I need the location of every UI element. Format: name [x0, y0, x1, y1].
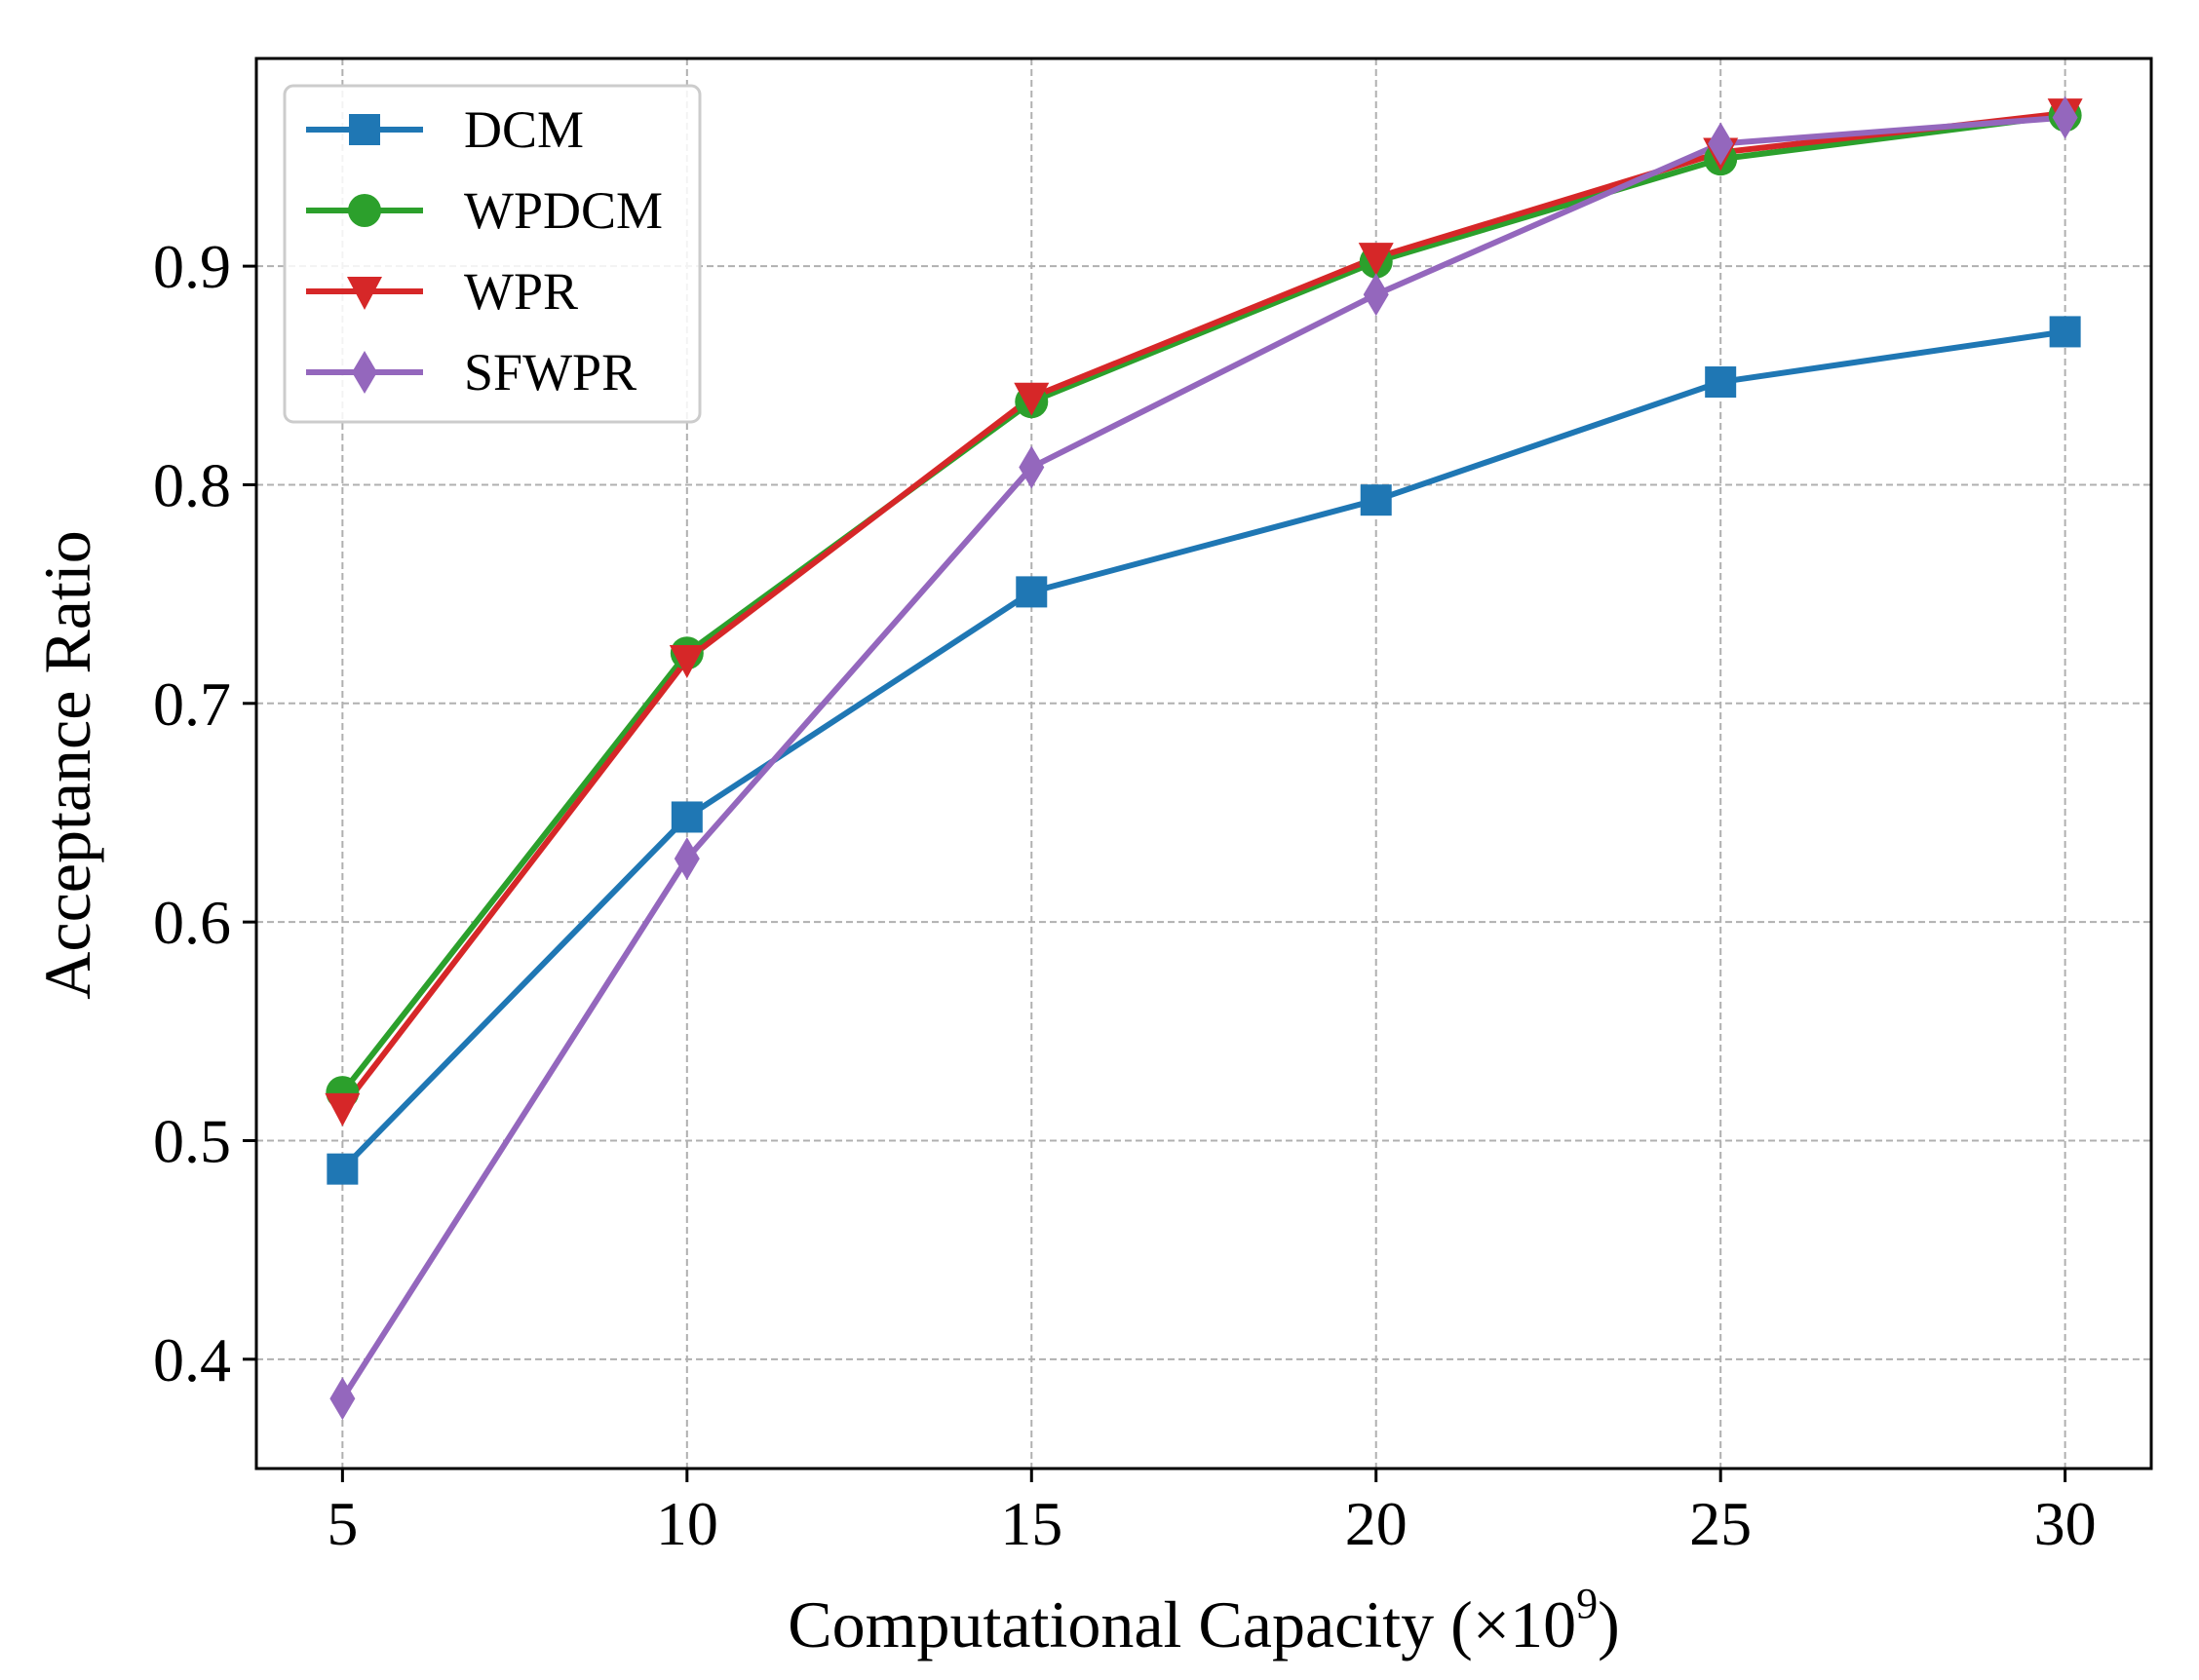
legend-label-dcm: DCM	[464, 100, 584, 159]
legend-items: DCM WPDCM WPR SFWPR	[306, 100, 663, 401]
x-tick-label: 20	[1345, 1489, 1408, 1558]
data-point-dcm	[671, 801, 703, 833]
series-line-wpdcm	[339, 112, 2068, 1096]
data-point-sfwpr	[329, 1377, 356, 1421]
data-point-dcm	[2049, 316, 2081, 348]
y-tick-label: 0.8	[153, 450, 231, 519]
x-tick-label: 30	[2034, 1489, 2097, 1558]
y-tick-label: 0.5	[153, 1106, 231, 1175]
x-axis-label-close: )	[1598, 1587, 1620, 1661]
x-tick-label: 15	[1000, 1489, 1062, 1558]
legend-item-dcm: DCM	[306, 100, 584, 159]
y-tick-label: 0.7	[153, 669, 231, 739]
data-point-sfwpr	[2052, 95, 2078, 139]
series-lines	[339, 110, 2068, 1402]
series-line-wpr	[339, 110, 2068, 1111]
data-point-dcm	[1016, 576, 1048, 608]
legend-label-sfwpr: SFWPR	[464, 343, 637, 401]
series-line-sfwpr	[339, 114, 2068, 1402]
data-point-sfwpr	[1708, 122, 1734, 166]
data-point-wpr	[325, 1092, 361, 1126]
data-point-wpr	[1358, 243, 1394, 277]
legend: DCM WPDCM WPR SFWPR	[283, 84, 702, 424]
legend-item-wpdcm: WPDCM	[306, 181, 663, 240]
x-axis-label-exponent: 9	[1576, 1580, 1598, 1627]
y-axis-label: Acceptance Ratio	[30, 530, 104, 999]
legend-box	[283, 84, 702, 424]
legend-label-wpr: WPR	[464, 262, 578, 321]
legend-marker-wpdcm	[348, 194, 381, 227]
x-axis-label-factor: ×10	[1473, 1587, 1576, 1661]
series-line-dcm	[339, 328, 2068, 1172]
legend-item-wpr: WPR	[306, 262, 578, 321]
data-point-sfwpr	[674, 837, 700, 881]
x-axis-ticks: 5 10 15 20 25 30	[327, 1469, 2097, 1558]
x-tick-label: 5	[327, 1489, 358, 1558]
legend-marker-wpr	[347, 277, 382, 310]
data-point-wpr	[1014, 382, 1050, 416]
legend-marker-sfwpr	[352, 351, 377, 394]
x-axis-label: Computational Capacity (×109)	[788, 1580, 1620, 1661]
x-tick-label: 10	[656, 1489, 718, 1558]
data-point-wpr	[669, 644, 705, 678]
legend-marker-dcm	[349, 114, 380, 145]
data-point-dcm	[1705, 366, 1737, 399]
series-markers	[325, 95, 2083, 1421]
data-point-sfwpr	[1363, 273, 1389, 317]
data-point-dcm	[1360, 484, 1392, 516]
data-point-sfwpr	[1019, 445, 1045, 489]
x-tick-label: 25	[1689, 1489, 1752, 1558]
y-axis-ticks: 0.4 0.5 0.6 0.7 0.8 0.9	[153, 232, 256, 1394]
plot-frame	[254, 57, 2153, 1470]
legend-label-wpdcm: WPDCM	[464, 181, 663, 240]
y-tick-label: 0.4	[153, 1325, 231, 1394]
y-tick-label: 0.9	[153, 232, 231, 301]
data-point-dcm	[327, 1153, 359, 1185]
legend-item-sfwpr: SFWPR	[306, 343, 637, 401]
y-tick-label: 0.6	[153, 888, 231, 957]
x-axis-label-text: Computational Capacity (	[788, 1587, 1473, 1661]
